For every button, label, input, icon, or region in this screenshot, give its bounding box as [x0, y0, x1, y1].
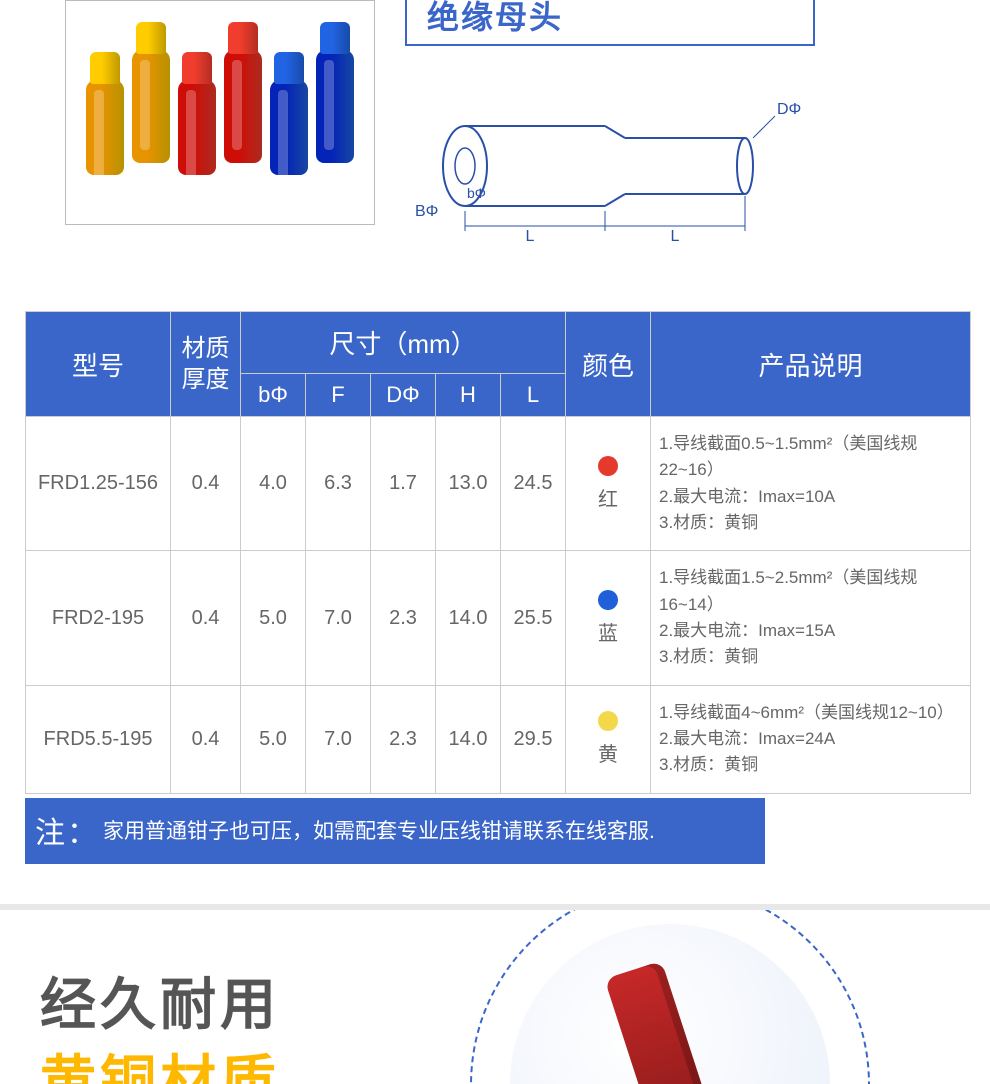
table-cell: 2.3 — [371, 685, 436, 793]
connector-icon — [86, 80, 124, 175]
desc-line: 2.最大电流：Imax=15A — [659, 618, 962, 644]
desc-line: 1.导线截面4~6mm²（美国线规12~10） — [659, 700, 962, 726]
th-color: 颜色 — [566, 312, 651, 417]
svg-text:BΦ: BΦ — [415, 203, 438, 220]
th-dim: bΦ — [241, 374, 306, 417]
table-cell: 7.0 — [306, 551, 371, 685]
table-cell: 13.0 — [436, 417, 501, 551]
table-cell: 24.5 — [501, 417, 566, 551]
table-row: FRD1.25-1560.44.06.31.713.024.5 红 1.导线截面0.… — [26, 417, 971, 551]
table-cell: 0.4 — [171, 551, 241, 685]
table-cell: 1.导线截面4~6mm²（美国线规12~10）2.最大电流：Imax=24A3.… — [651, 685, 971, 793]
product-label: 绝缘母头 — [427, 0, 563, 35]
dimension-diagram: L L DΦ BΦ bΦ — [395, 66, 815, 271]
table-row: FRD5.5-1950.45.07.02.314.029.5 黄 1.导线截面4~6… — [26, 685, 971, 793]
table-cell: 蓝 — [566, 551, 651, 685]
table-cell: 0.4 — [171, 685, 241, 793]
th-dim: H — [436, 374, 501, 417]
color-dot-icon — [598, 456, 618, 476]
color-name: 黄 — [598, 744, 618, 766]
product-label-box: 绝缘母头 — [405, 0, 815, 46]
table-cell: 黄 — [566, 685, 651, 793]
color-name: 蓝 — [598, 623, 618, 645]
connector-icon — [178, 80, 216, 175]
table-cell: 0.4 — [171, 417, 241, 551]
note-label: 注： — [35, 808, 99, 852]
table-cell: 7.0 — [306, 685, 371, 793]
connector-icon — [270, 80, 308, 175]
table-cell: 4.0 — [241, 417, 306, 551]
th-model: 型号 — [26, 312, 171, 417]
table-cell: 29.5 — [501, 685, 566, 793]
hero-circle-inner — [510, 924, 830, 1084]
desc-line: 1.导线截面0.5~1.5mm²（美国线规22~16） — [659, 431, 962, 484]
table-cell: 25.5 — [501, 551, 566, 685]
svg-text:DΦ: DΦ — [777, 101, 801, 118]
th-thickness: 材质厚度 — [171, 312, 241, 417]
table-cell: 14.0 — [436, 551, 501, 685]
color-dot-icon — [598, 590, 618, 610]
connector-icon — [224, 50, 262, 163]
connector-icon — [316, 50, 354, 163]
desc-line: 1.导线截面1.5~2.5mm²（美国线规16~14） — [659, 565, 962, 618]
product-photo — [65, 0, 375, 225]
table-cell: 红 — [566, 417, 651, 551]
svg-text:bΦ: bΦ — [467, 185, 486, 201]
desc-line: 3.材质：黄铜 — [659, 644, 962, 670]
table-cell: FRD1.25-156 — [26, 417, 171, 551]
spec-table-body: FRD1.25-1560.44.06.31.713.024.5红1.导线截面0.… — [26, 417, 971, 794]
desc-line: 3.材质：黄铜 — [659, 510, 962, 536]
color-name: 红 — [598, 489, 618, 511]
svg-text:L: L — [526, 228, 535, 245]
desc-line: 2.最大电流：Imax=24A — [659, 726, 962, 752]
color-dot-icon — [598, 711, 618, 731]
connector-group — [82, 56, 358, 169]
svg-text:L: L — [671, 228, 680, 245]
table-cell: 5.0 — [241, 685, 306, 793]
desc-line: 3.材质：黄铜 — [659, 752, 962, 778]
note-bar: 注： 家用普通钳子也可压，如需配套专业压线钳请联系在线客服. — [25, 798, 765, 864]
desc-line: 2.最大电流：Imax=10A — [659, 484, 962, 510]
th-description: 产品说明 — [651, 312, 971, 417]
table-cell: 6.3 — [306, 417, 371, 551]
hero-circle — [470, 904, 870, 1084]
table-cell: FRD5.5-195 — [26, 685, 171, 793]
table-row: FRD2-1950.45.07.02.314.025.5 蓝 1.导线截面1.5~2… — [26, 551, 971, 685]
note-text: 家用普通钳子也可压，如需配套专业压线钳请联系在线客服. — [103, 815, 655, 845]
hero-connector-icon — [604, 960, 711, 1083]
th-dim: F — [306, 374, 371, 417]
table-cell: 1.7 — [371, 417, 436, 551]
table-cell: 1.导线截面1.5~2.5mm²（美国线规16~14）2.最大电流：Imax=1… — [651, 551, 971, 685]
spec-table: 型号 材质厚度 尺寸（mm） 颜色 产品说明 bΦFDΦHL FRD1.25-1… — [25, 311, 971, 794]
table-cell: 5.0 — [241, 551, 306, 685]
table-cell: 2.3 — [371, 551, 436, 685]
table-cell: FRD2-195 — [26, 551, 171, 685]
connector-icon — [132, 50, 170, 163]
th-dim: L — [501, 374, 566, 417]
th-dim: DΦ — [371, 374, 436, 417]
th-dimensions: 尺寸（mm） — [241, 312, 566, 374]
table-cell: 14.0 — [436, 685, 501, 793]
top-section: 绝缘母头 L L DΦ BΦ bΦ — [0, 0, 990, 311]
table-cell: 1.导线截面0.5~1.5mm²（美国线规22~16）2.最大电流：Imax=1… — [651, 417, 971, 551]
hero-section: 经久耐用 黄铜材质 — [0, 904, 990, 1084]
spec-table-head: 型号 材质厚度 尺寸（mm） 颜色 产品说明 bΦFDΦHL — [26, 312, 971, 417]
th-thickness-label: 材质厚度 — [182, 335, 230, 393]
